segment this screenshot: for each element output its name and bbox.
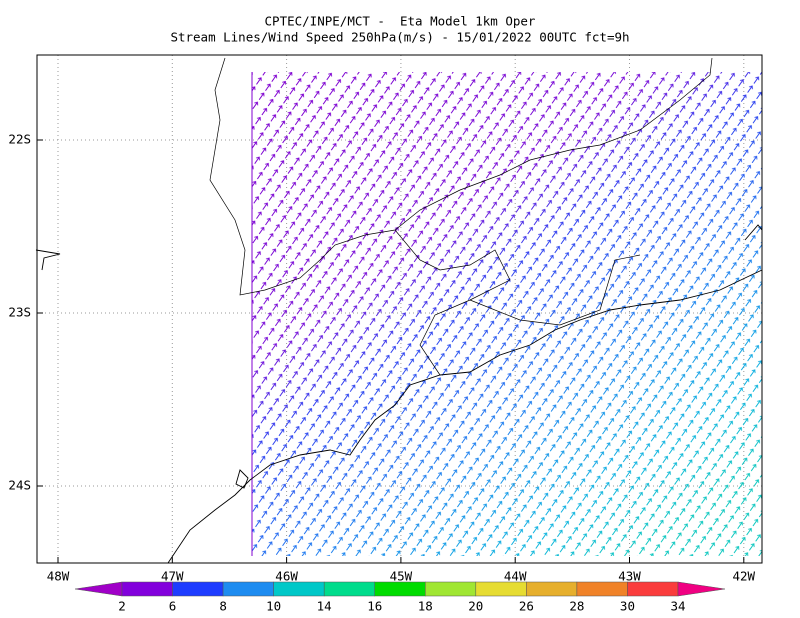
colorbar-box <box>222 581 274 597</box>
wind-field <box>252 72 762 556</box>
colorbar-label: 6 <box>169 599 177 614</box>
map-frame <box>36 54 763 564</box>
colorbar-label: 2 <box>118 599 126 614</box>
lon-label: 48W <box>47 569 70 584</box>
title-line-2: Stream Lines/Wind Speed 250hPa(m/s) - 15… <box>170 30 629 45</box>
colorbar-box <box>475 581 527 597</box>
lon-label: 46W <box>275 569 298 584</box>
colorbar-box <box>627 581 679 597</box>
colorbar-label: 10 <box>266 599 281 614</box>
lat-label: 24S <box>8 478 31 493</box>
colorbar-label: 26 <box>519 599 534 614</box>
colorbar-box <box>273 581 325 597</box>
lat-label: 23S <box>8 305 31 320</box>
colorbar-label: 34 <box>670 599 685 614</box>
colorbar-box <box>374 581 426 597</box>
colorbar-label: 30 <box>620 599 635 614</box>
colorbar-box <box>121 581 173 597</box>
colorbar-box <box>526 581 578 597</box>
lon-label: 44W <box>504 569 527 584</box>
colorbar-label: 20 <box>468 599 483 614</box>
lon-label: 45W <box>390 569 413 584</box>
lat-label: 22S <box>8 132 31 147</box>
lon-label: 47W <box>161 569 184 584</box>
colorbar-box <box>425 581 477 597</box>
colorbar-end-high <box>677 581 726 597</box>
state-borders <box>209 57 713 376</box>
colorbar-label: 16 <box>367 599 382 614</box>
title-line-1: CPTEC/INPE/MCT - Eta Model 1km Oper <box>265 14 536 29</box>
lon-label: 42W <box>733 569 756 584</box>
colorbar-label: 14 <box>317 599 332 614</box>
lon-label: 43W <box>618 569 641 584</box>
colorbar-label: 18 <box>418 599 433 614</box>
colorbar-label: 28 <box>569 599 584 614</box>
colorbar-box <box>323 581 375 597</box>
colorbar-label: 8 <box>219 599 227 614</box>
colorbar-end-low <box>74 581 123 597</box>
colorbar-box <box>576 581 628 597</box>
colorbar-box <box>172 581 224 597</box>
colorbar: 2 6 8 10 14 16 18 20 26 28 30 34 <box>74 581 726 614</box>
